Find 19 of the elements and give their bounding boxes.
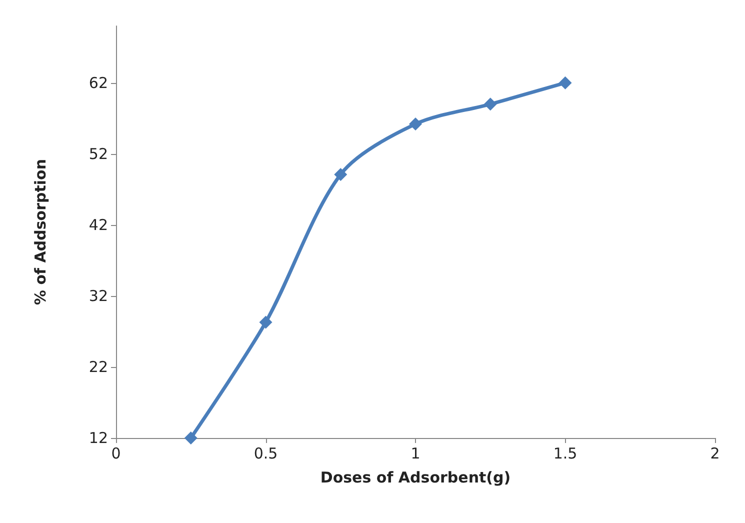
- y-tick-label: 52: [88, 144, 108, 163]
- y-tick-label: 32: [88, 286, 108, 305]
- x-tick-label: 1.5: [553, 444, 578, 462]
- point: [334, 168, 348, 181]
- point: [484, 98, 497, 111]
- x-tick-label: 2: [710, 444, 720, 462]
- x-axis-title: Doses of Adsorbent(g): [320, 468, 511, 486]
- y-tick-label: 22: [88, 358, 108, 376]
- x-tick-label: 0: [111, 444, 121, 462]
- y-tick-label: 62: [88, 74, 108, 92]
- point: [409, 118, 422, 131]
- x-tick-label: 0.5: [254, 444, 278, 462]
- y-tick-label: 12: [88, 429, 108, 447]
- x-tick-label: 1: [410, 444, 420, 462]
- point: [184, 432, 198, 444]
- y-axis-title: % of Addsorption: [32, 158, 50, 306]
- y-tick-label: 42: [88, 216, 108, 234]
- point: [558, 76, 572, 90]
- point: [259, 316, 272, 329]
